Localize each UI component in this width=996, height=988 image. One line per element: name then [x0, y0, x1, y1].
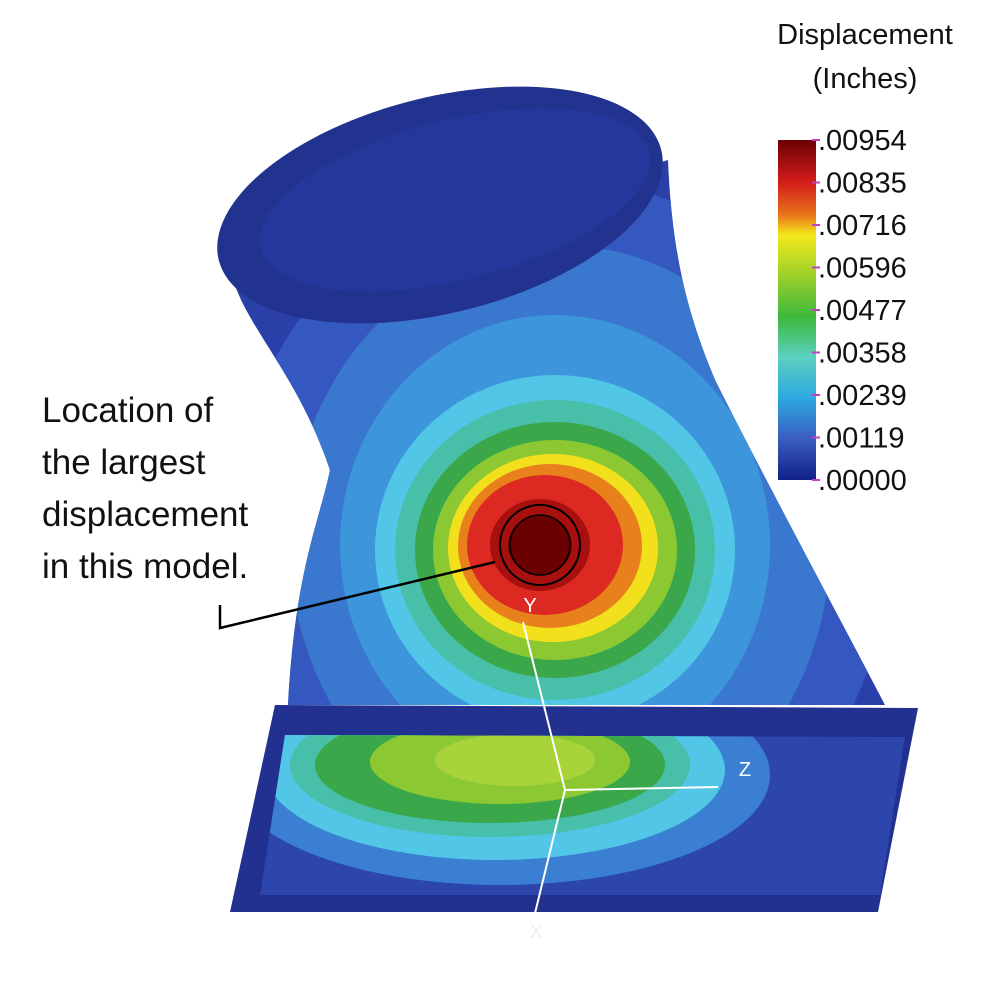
legend-label: .00954 [818, 125, 907, 157]
legend-label: .00477 [818, 295, 907, 327]
legend-label: .00835 [818, 168, 907, 200]
legend-label: .00596 [818, 253, 907, 285]
annotation-line: the largest [42, 443, 206, 482]
annotation-line: displacement [42, 495, 248, 534]
fea-plot: Y Z X Location of the largest displacement… [0, 0, 996, 988]
legend-label: .00358 [818, 338, 907, 370]
legend-label: .00239 [818, 380, 907, 412]
legend-title: Displacement [777, 19, 953, 51]
annotation: Location of the largest displacement in thi… [42, 391, 248, 586]
annotation-line: Location of [42, 391, 214, 430]
axis-y-label: Y [523, 595, 536, 617]
legend-label: .00716 [818, 210, 907, 242]
legend-label: .00119 [818, 423, 905, 455]
annotation-line: in this model. [42, 547, 248, 586]
axis-z-label: Z [739, 759, 751, 781]
legend-units: (Inches) [813, 63, 918, 95]
legend-label: .00000 [818, 465, 907, 497]
legend-colorbar [778, 140, 816, 480]
axis-x-label: X [529, 921, 542, 943]
legend-labels: .00954 .00835 .00716 .00596 .00477 .00358 .002… [812, 125, 907, 497]
